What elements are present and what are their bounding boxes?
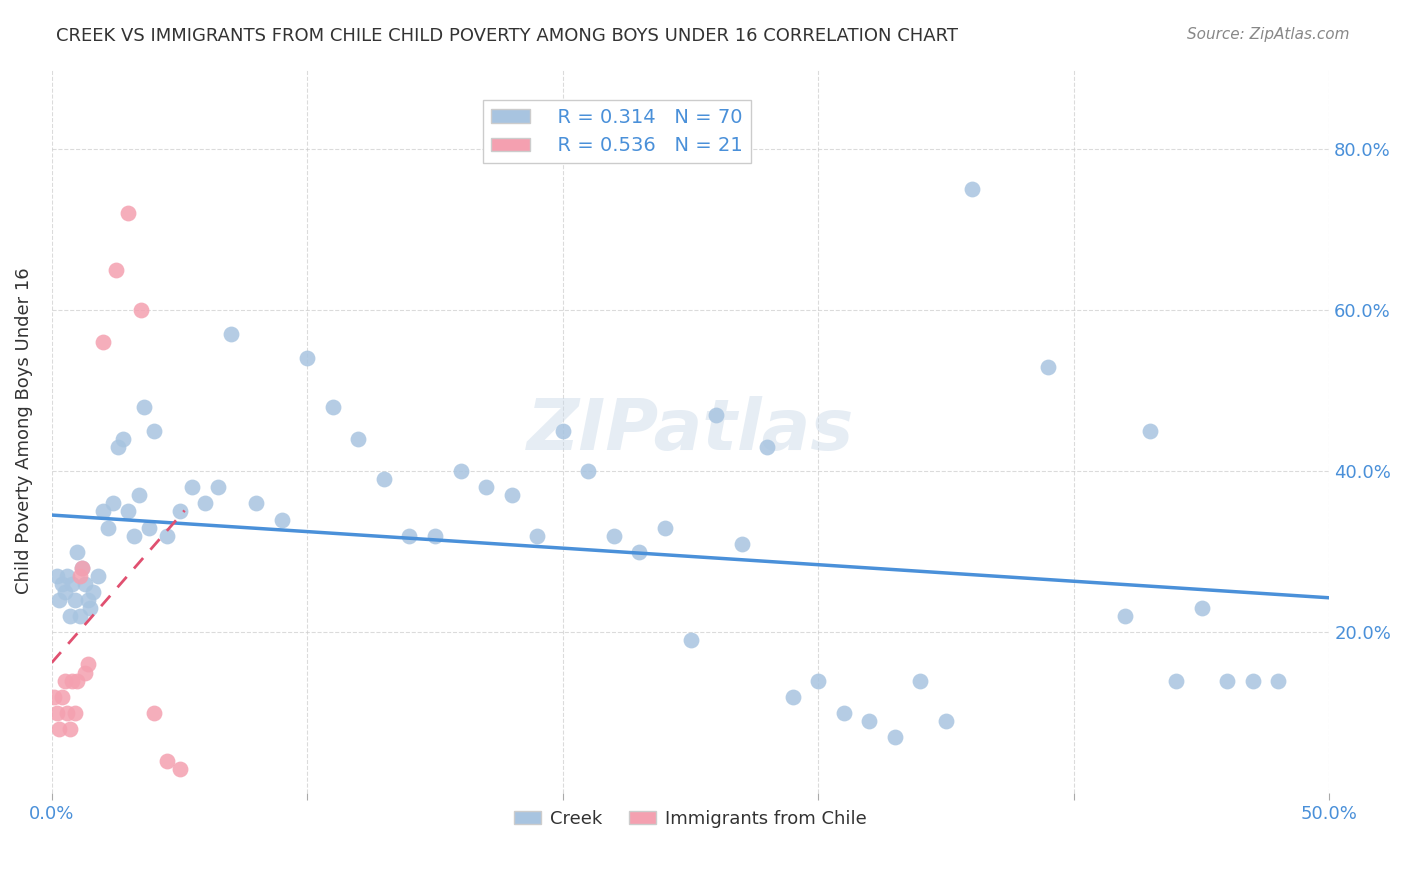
Point: [1216, 673, 1239, 688]
Point: [347, 432, 370, 446]
Point: [73, 577, 96, 591]
Point: [423, 528, 446, 542]
Point: [373, 472, 395, 486]
Point: [112, 432, 135, 446]
Point: [551, 424, 574, 438]
Point: [56, 569, 79, 583]
Point: [322, 400, 344, 414]
Point: [832, 706, 855, 720]
Point: [45, 569, 67, 583]
Point: [63, 593, 86, 607]
Point: [475, 480, 498, 494]
Point: [56, 706, 79, 720]
Point: [129, 303, 152, 318]
Point: [603, 528, 626, 542]
Point: [117, 504, 139, 518]
Point: [59, 722, 82, 736]
Point: [883, 730, 905, 744]
Point: [72, 561, 94, 575]
Point: [858, 714, 880, 728]
Point: [807, 673, 830, 688]
Point: [53, 673, 76, 688]
Point: [104, 263, 127, 277]
Point: [79, 601, 101, 615]
Text: CREEK VS IMMIGRANTS FROM CHILE CHILD POVERTY AMONG BOYS UNDER 16 CORRELATION CHA: CREEK VS IMMIGRANTS FROM CHILE CHILD POV…: [56, 27, 959, 45]
Point: [53, 585, 76, 599]
Point: [1164, 673, 1187, 688]
Point: [270, 512, 292, 526]
Point: [122, 528, 145, 542]
Point: [66, 545, 89, 559]
Y-axis label: Child Poverty Among Boys Under 16: Child Poverty Among Boys Under 16: [15, 268, 32, 594]
Point: [297, 351, 319, 366]
Point: [654, 520, 676, 534]
Point: [48, 722, 70, 736]
Point: [97, 520, 120, 534]
Point: [128, 488, 150, 502]
Point: [782, 690, 804, 704]
Point: [91, 504, 114, 518]
Point: [76, 593, 98, 607]
Point: [45, 706, 67, 720]
Point: [1241, 673, 1264, 688]
Legend: Creek, Immigrants from Chile: Creek, Immigrants from Chile: [506, 803, 875, 835]
Point: [1038, 359, 1060, 374]
Point: [69, 609, 91, 624]
Point: [51, 690, 73, 704]
Point: [450, 464, 472, 478]
Point: [142, 424, 165, 438]
Point: [960, 182, 983, 196]
Point: [194, 496, 217, 510]
Point: [398, 528, 420, 542]
Text: Source: ZipAtlas.com: Source: ZipAtlas.com: [1187, 27, 1350, 42]
Text: ZIPatlas: ZIPatlas: [527, 396, 855, 466]
Point: [63, 706, 86, 720]
Point: [1114, 609, 1136, 624]
Point: [526, 528, 548, 542]
Point: [132, 400, 155, 414]
Point: [66, 673, 89, 688]
Point: [91, 335, 114, 350]
Point: [72, 561, 94, 575]
Point: [87, 569, 110, 583]
Point: [207, 480, 229, 494]
Point: [730, 537, 752, 551]
Point: [51, 577, 73, 591]
Point: [679, 633, 702, 648]
Point: [117, 206, 139, 220]
Point: [73, 665, 96, 680]
Point: [60, 577, 83, 591]
Point: [245, 496, 267, 510]
Point: [48, 593, 70, 607]
Point: [704, 408, 727, 422]
Point: [60, 673, 83, 688]
Point: [576, 464, 599, 478]
Point: [156, 754, 179, 768]
Point: [107, 440, 129, 454]
Point: [82, 585, 104, 599]
Point: [101, 496, 124, 510]
Point: [910, 673, 932, 688]
Point: [1139, 424, 1161, 438]
Point: [59, 609, 82, 624]
Point: [628, 545, 651, 559]
Point: [1267, 673, 1289, 688]
Point: [935, 714, 957, 728]
Point: [169, 762, 191, 776]
Point: [156, 528, 179, 542]
Point: [219, 327, 242, 342]
Point: [181, 480, 204, 494]
Point: [501, 488, 523, 502]
Point: [169, 504, 191, 518]
Point: [138, 520, 160, 534]
Point: [44, 690, 66, 704]
Point: [1191, 601, 1213, 615]
Point: [142, 706, 165, 720]
Point: [76, 657, 98, 672]
Point: [756, 440, 779, 454]
Point: [69, 569, 91, 583]
